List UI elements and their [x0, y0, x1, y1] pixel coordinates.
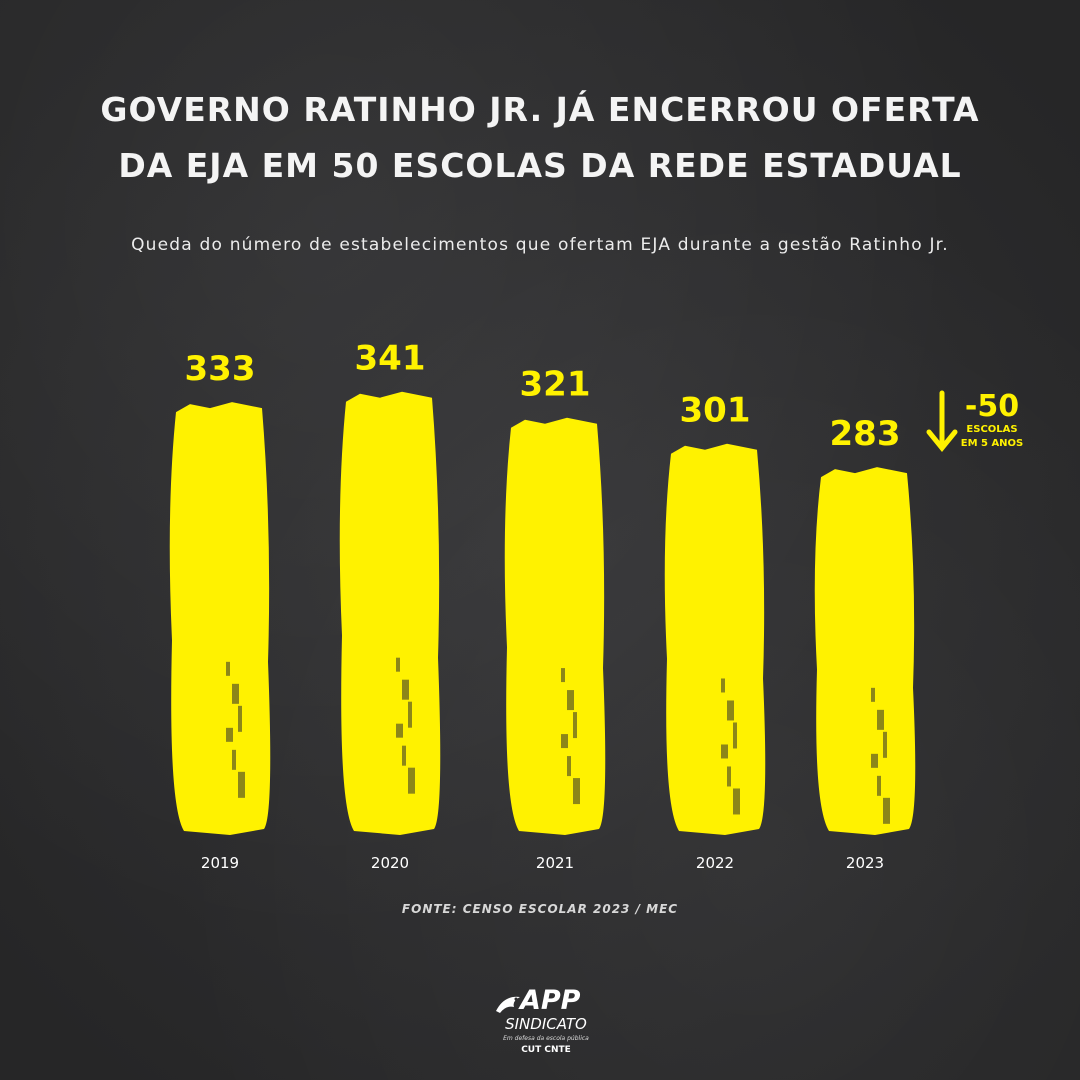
bar-texture-mark	[727, 700, 734, 721]
x-tick-label-2020: 2020	[371, 854, 409, 872]
x-tick-label-2022: 2022	[696, 854, 734, 872]
bar-2022	[664, 443, 766, 835]
bar-texture-mark	[226, 661, 230, 676]
bar-texture-mark	[232, 749, 236, 770]
annotation-value: -50	[965, 389, 1019, 424]
app-sindicato-logo: APP SINDICATO Em defesa da escola públic…	[490, 985, 600, 1065]
bar-texture-mark	[877, 775, 881, 796]
chart-subtitle: Queda do número de estabelecimentos que …	[131, 235, 949, 255]
bar-texture-mark	[396, 723, 403, 738]
bar-texture-mark	[408, 767, 415, 794]
bar-texture-mark	[883, 731, 887, 758]
page-title: GOVERNO RATINHO JR. JÁ ENCERROU OFERTA D…	[0, 82, 1080, 194]
logo-tagline: Em defesa da escola pública	[503, 1035, 589, 1042]
down-arrow-icon	[926, 390, 958, 452]
title-line-2: DA EJA EM 50 ESCOLAS DA REDE ESTADUAL	[118, 146, 962, 185]
bar-texture-mark	[573, 778, 580, 805]
bar-texture-mark	[733, 722, 737, 749]
bar-2021	[504, 417, 606, 835]
bar-texture-mark	[232, 683, 239, 704]
x-tick-label-2019: 2019	[201, 854, 239, 872]
bar-texture-mark	[561, 668, 565, 683]
source-note: FONTE: CENSO ESCOLAR 2023 / MEC	[401, 902, 679, 916]
bar-texture-mark	[238, 705, 242, 732]
bar-texture-mark	[721, 678, 725, 693]
bar-texture-mark	[871, 687, 875, 702]
x-tick-label-2023: 2023	[846, 854, 884, 872]
bar-texture-mark	[573, 712, 577, 739]
bar-texture-mark	[561, 734, 568, 749]
data-label-2022: 301	[680, 391, 751, 431]
bar-chart: 333 2019 341 2020 321 2021 301 2022 283 2023 -50ES…	[169, 339, 1024, 872]
bar-2020	[339, 391, 441, 835]
bar-texture-mark	[402, 679, 409, 700]
logo-app-text: APP	[520, 985, 581, 1016]
bar-texture-mark	[727, 766, 731, 787]
bar-texture-mark	[396, 657, 400, 672]
title-line-1: GOVERNO RATINHO JR. JÁ ENCERROU OFERTA	[100, 90, 980, 129]
bar-texture-mark	[238, 771, 245, 798]
bar-texture-mark	[883, 797, 890, 824]
bar-texture-mark	[408, 701, 412, 728]
bar-texture-mark	[871, 753, 878, 768]
annotation-line-1: ESCOLAS	[966, 424, 1017, 435]
data-label-2020: 341	[355, 339, 426, 379]
bar-2019	[169, 402, 271, 835]
bar-texture-mark	[721, 744, 728, 759]
bar-texture-mark	[402, 745, 406, 766]
data-label-2019: 333	[185, 349, 256, 389]
bird-icon	[496, 996, 520, 1013]
logo-affiliation: CUT CNTE	[521, 1045, 571, 1055]
bar-texture-mark	[877, 709, 884, 730]
bar-2023	[814, 467, 916, 835]
data-label-2021: 321	[520, 365, 591, 405]
bar-texture-mark	[567, 756, 571, 777]
x-tick-label-2021: 2021	[536, 854, 574, 872]
annotation-line-2: EM 5 ANOS	[961, 438, 1024, 449]
data-label-2023: 283	[830, 414, 901, 454]
bar-texture-mark	[226, 727, 233, 742]
bar-texture-mark	[733, 788, 740, 815]
bar-texture-mark	[567, 690, 574, 711]
logo-sindicato-text: SINDICATO	[505, 1015, 587, 1033]
